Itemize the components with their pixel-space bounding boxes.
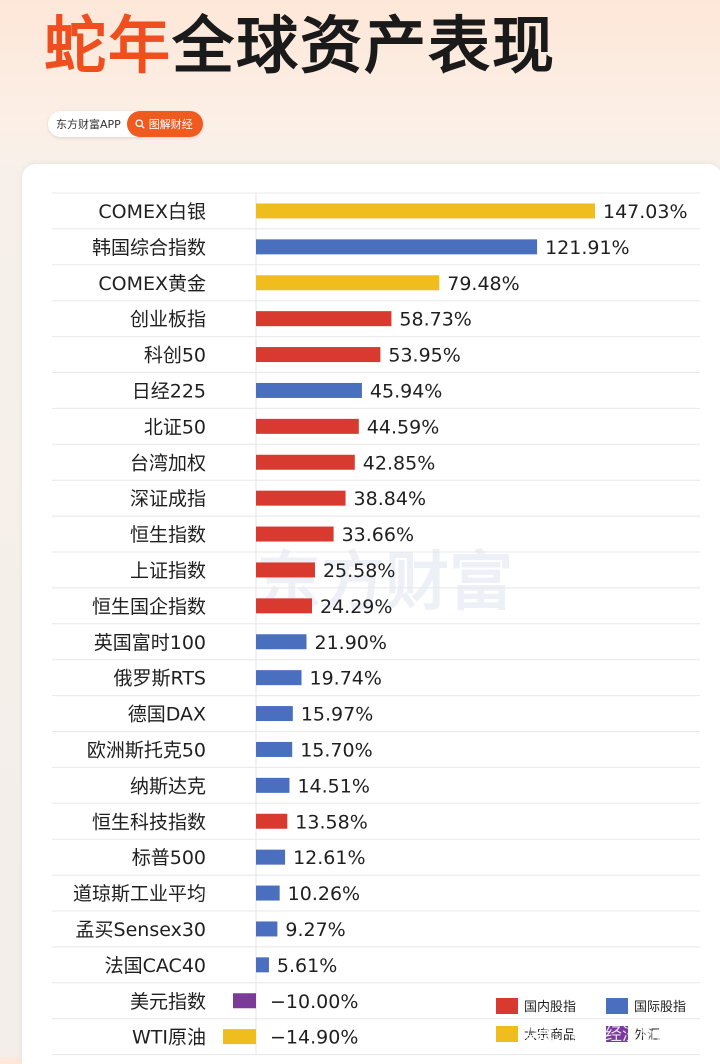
category-label: 创业板指 (130, 309, 206, 331)
bar (256, 203, 595, 219)
value-label: 42.85% (363, 452, 435, 474)
bar (256, 526, 334, 542)
value-label: 9.27% (285, 919, 345, 941)
value-label: 45.94% (370, 380, 442, 402)
value-label: 15.97% (301, 704, 373, 726)
category-label: 法国CAC40 (105, 955, 206, 977)
bar (256, 418, 359, 434)
value-label: 19.74% (310, 668, 382, 690)
bar (256, 634, 307, 650)
category-label: 标普500 (132, 847, 206, 869)
category-label: 纳斯达克 (130, 775, 206, 797)
category-tag-label: 图解财经 (148, 118, 193, 131)
value-label: −14.90% (270, 1027, 358, 1049)
category-label: 英国富时100 (94, 632, 206, 654)
legend-swatch (606, 1026, 628, 1042)
category-label: 孟买Sensex30 (76, 919, 206, 941)
page-title: 蛇年全球资产表现 (44, 6, 556, 86)
category-label: 恒生指数 (130, 524, 206, 546)
source-label: 东方财富APP (56, 118, 121, 131)
category-label: 韩国综合指数 (92, 237, 206, 259)
category-label: 欧洲斯托克50 (87, 739, 206, 761)
bar (256, 598, 313, 614)
legend-label: 外汇 (634, 1028, 660, 1043)
category-label: 道琼斯工业平均 (73, 883, 206, 905)
value-label: 79.48% (447, 273, 519, 295)
value-label: 5.61% (277, 955, 337, 977)
category-label: COMEX黄金 (98, 273, 206, 295)
category-tag[interactable]: 图解财经 (126, 111, 203, 137)
title-rest: 全球资产表现 (172, 9, 557, 82)
bar (256, 275, 440, 291)
category-label: 德国DAX (128, 704, 206, 726)
bar (256, 239, 538, 255)
legend-label: 国内股指 (524, 999, 576, 1015)
category-label: 日经225 (132, 380, 206, 402)
source-badge: 东方财富APP 图解财经 (48, 111, 203, 137)
legend-label: 国际股指 (634, 1000, 686, 1015)
legend-label: 大宗商品 (524, 1027, 576, 1043)
legend-swatch (606, 998, 628, 1014)
value-label: 15.70% (300, 739, 372, 761)
bar (256, 849, 286, 865)
bar (256, 777, 290, 793)
value-label: 44.59% (367, 416, 439, 438)
value-label: 121.91% (545, 237, 630, 259)
title-highlight: 蛇年 (44, 9, 173, 82)
value-label: 147.03% (603, 201, 688, 223)
bar (233, 993, 256, 1009)
value-label: 21.90% (314, 632, 386, 654)
bar (256, 813, 288, 829)
value-label: −10.00% (270, 991, 358, 1013)
category-label: 科创50 (144, 345, 206, 367)
category-label: 美元指数 (130, 991, 206, 1013)
bar (256, 347, 381, 363)
category-label: WTI原油 (132, 1027, 206, 1049)
bar (256, 382, 362, 398)
value-label: 13.58% (295, 811, 367, 833)
bar (256, 957, 269, 973)
footer-watermark: 雪球：每日经济新闻 (520, 1025, 673, 1045)
category-label: 北证50 (144, 416, 206, 438)
category-label: 台湾加权 (130, 452, 206, 474)
value-label: 25.58% (323, 560, 395, 582)
value-label: 14.51% (297, 775, 369, 797)
search-icon (135, 119, 145, 129)
value-label: 10.26% (288, 883, 360, 905)
value-label: 38.84% (354, 488, 426, 510)
legend-swatch (496, 998, 518, 1014)
bar (256, 706, 293, 722)
bar (256, 490, 346, 506)
value-label: 58.73% (399, 309, 471, 331)
category-label: 恒生国企指数 (92, 596, 206, 618)
bar (256, 311, 392, 327)
bar (256, 885, 280, 901)
bar (256, 670, 302, 686)
value-label: 53.95% (388, 345, 460, 367)
category-label: 恒生科技指数 (92, 811, 206, 833)
category-label: 上证指数 (130, 560, 206, 582)
bar (256, 454, 355, 470)
legend-swatch (496, 1026, 518, 1042)
value-label: 33.66% (342, 524, 414, 546)
value-label: 24.29% (320, 596, 392, 618)
value-label: 12.61% (293, 847, 365, 869)
category-label: 俄罗斯RTS (114, 668, 207, 690)
bar (256, 921, 278, 937)
category-label: 深证成指 (130, 488, 206, 510)
bar (223, 1029, 256, 1045)
bar (256, 562, 315, 578)
bar (256, 741, 293, 757)
category-label: COMEX白银 (98, 201, 206, 223)
